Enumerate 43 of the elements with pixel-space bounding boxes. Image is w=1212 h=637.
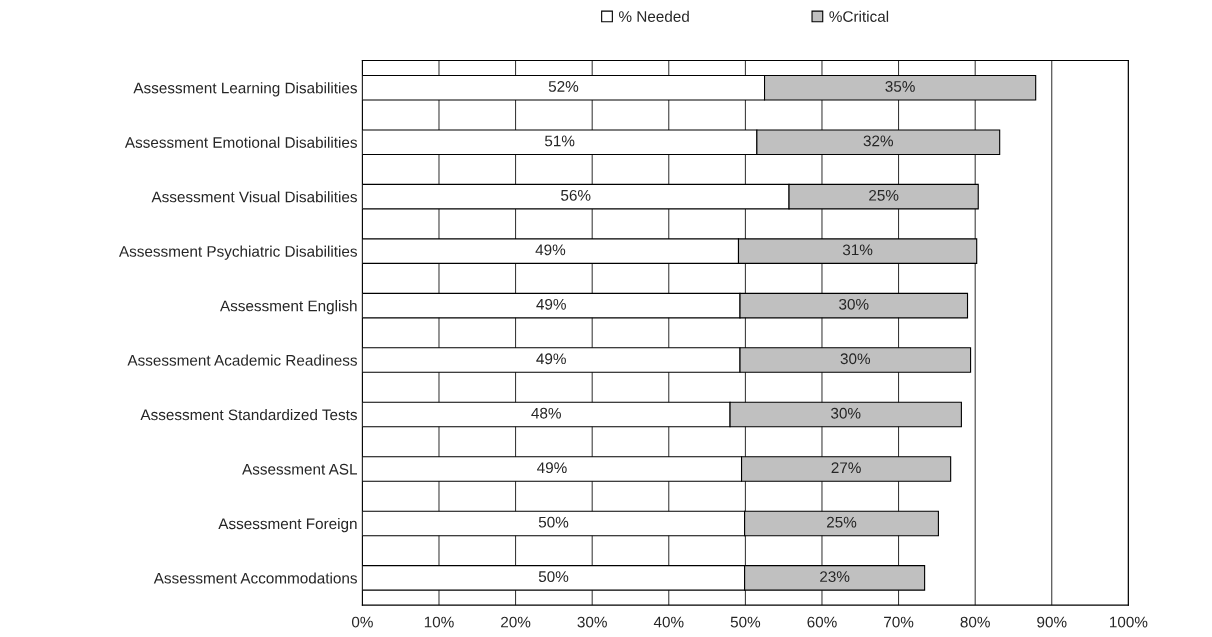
y-tick-label: Assessment Learning Disabilities <box>133 82 357 97</box>
data-label: 23% <box>820 571 850 583</box>
x-tick-label: 60% <box>807 616 837 628</box>
y-tick-label: Assessment Psychiatric Disabilities <box>118 245 357 260</box>
data-label: 52% <box>548 81 579 92</box>
legend-label: % Needed <box>619 10 689 22</box>
data-label: 25% <box>826 516 857 528</box>
data-label: 56% <box>561 189 591 201</box>
data-label: 31% <box>842 244 873 256</box>
data-label: 32% <box>863 135 894 147</box>
x-tick-label: 40% <box>653 616 684 628</box>
data-label: 25% <box>869 189 899 201</box>
y-tick-label: Assessment English <box>220 300 357 315</box>
y-tick-label: Assessment Visual Disabilities <box>151 191 357 203</box>
data-label: 27% <box>831 462 861 474</box>
y-tick-label: Assessment Foreign <box>218 517 357 533</box>
x-tick-label: 50% <box>730 616 761 628</box>
x-tick-label: 20% <box>501 616 531 628</box>
y-tick-label: Assessment ASL <box>242 463 358 475</box>
data-label: 49% <box>536 353 566 365</box>
data-label: 50% <box>538 516 569 528</box>
data-label: 49% <box>536 298 566 310</box>
data-label: 30% <box>831 407 861 419</box>
x-tick-label: 100% <box>1110 616 1148 628</box>
data-label: 35% <box>885 81 915 92</box>
data-label: 49% <box>535 244 566 256</box>
data-label: 49% <box>537 462 567 474</box>
data-label: 51% <box>544 135 575 147</box>
x-tick-label: 30% <box>577 616 607 628</box>
x-tick-label: 70% <box>884 616 914 628</box>
data-label: 48% <box>531 407 561 419</box>
y-tick-label: Assessment Standardized Tests <box>140 408 357 421</box>
x-tick-label: 80% <box>960 616 990 628</box>
data-label: 30% <box>839 298 869 310</box>
data-label: 30% <box>840 353 871 365</box>
x-tick-label: 90% <box>1037 616 1067 628</box>
x-tick-label: 0% <box>351 616 373 628</box>
data-label: 50% <box>538 571 569 583</box>
y-tick-label: Assessment Accommodations <box>153 572 357 584</box>
x-tick-label: 10% <box>424 616 454 628</box>
y-tick-label: Assessment Academic Readiness <box>127 354 357 366</box>
legend-label: %Critical <box>829 10 889 22</box>
y-tick-label: Assessment Emotional Disabilities <box>124 136 357 148</box>
